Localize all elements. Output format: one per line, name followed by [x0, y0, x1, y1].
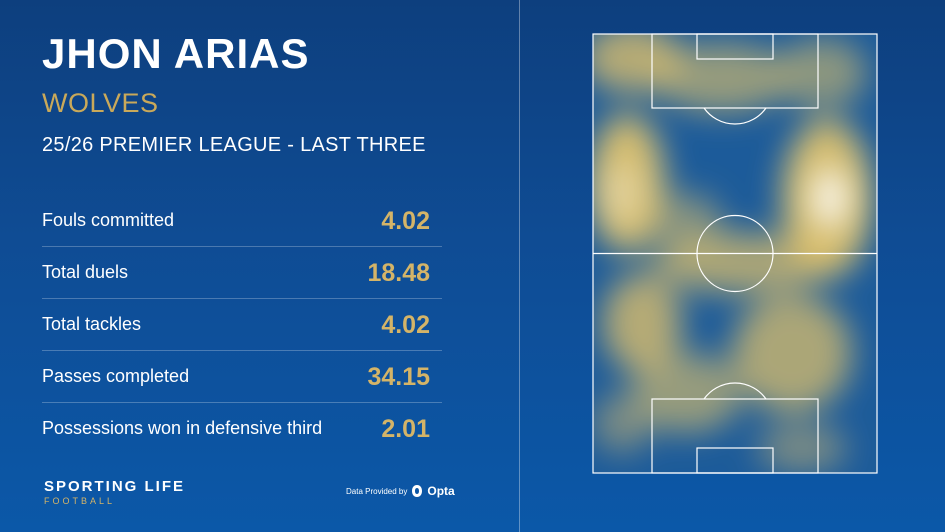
stat-label: Passes completed — [42, 366, 190, 386]
stat-value: 4.02 — [381, 311, 430, 339]
stat-value: 2.01 — [381, 415, 430, 443]
logo-line-2: FOOTBALL — [44, 496, 116, 506]
stat-row: Possessions won in defensive third 2.01 — [42, 403, 442, 454]
stats-panel: JHON ARIAS WOLVES 25/26 PREMIER LEAGUE -… — [42, 30, 455, 506]
bottom-six-yard-box — [696, 447, 774, 474]
stat-label: Total tackles — [42, 314, 142, 334]
heatmap-pitch — [592, 33, 878, 474]
stat-row: Total tackles 4.02 — [42, 299, 442, 351]
club-name: WOLVES — [42, 88, 159, 118]
stat-value: 18.48 — [367, 259, 430, 287]
stat-row: Total duels 18.48 — [42, 247, 442, 299]
player-name: JHON ARIAS — [42, 30, 310, 77]
stat-label: Fouls committed — [42, 210, 175, 230]
stat-label: Total duels — [42, 262, 129, 282]
sporting-life-logo: SPORTING LIFE FOOTBALL — [44, 478, 185, 506]
bottom-penalty-arc — [703, 382, 767, 400]
competition-subtitle: 25/26 PREMIER LEAGUE - LAST THREE — [42, 134, 426, 156]
stat-value: 4.02 — [381, 207, 430, 235]
opta-label: Opta — [427, 484, 455, 498]
top-six-yard-box — [696, 33, 774, 60]
logo-line-1: SPORTING LIFE — [44, 478, 186, 495]
stat-value: 34.15 — [367, 363, 430, 391]
top-penalty-arc — [703, 107, 767, 125]
pitch-lines — [592, 33, 878, 474]
opta-icon — [412, 485, 423, 497]
data-credit: Data Provided by Opta — [346, 484, 455, 498]
panel-divider — [519, 0, 520, 532]
stat-row: Fouls committed 4.02 — [42, 195, 442, 247]
stats-table: Fouls committed 4.02 Total duels 18.48 T… — [42, 195, 442, 454]
stat-row: Passes completed 34.15 — [42, 351, 442, 403]
stat-label: Possessions won in defensive third — [42, 418, 323, 438]
credit-text: Data Provided by — [346, 486, 408, 496]
centre-circle — [696, 214, 774, 293]
